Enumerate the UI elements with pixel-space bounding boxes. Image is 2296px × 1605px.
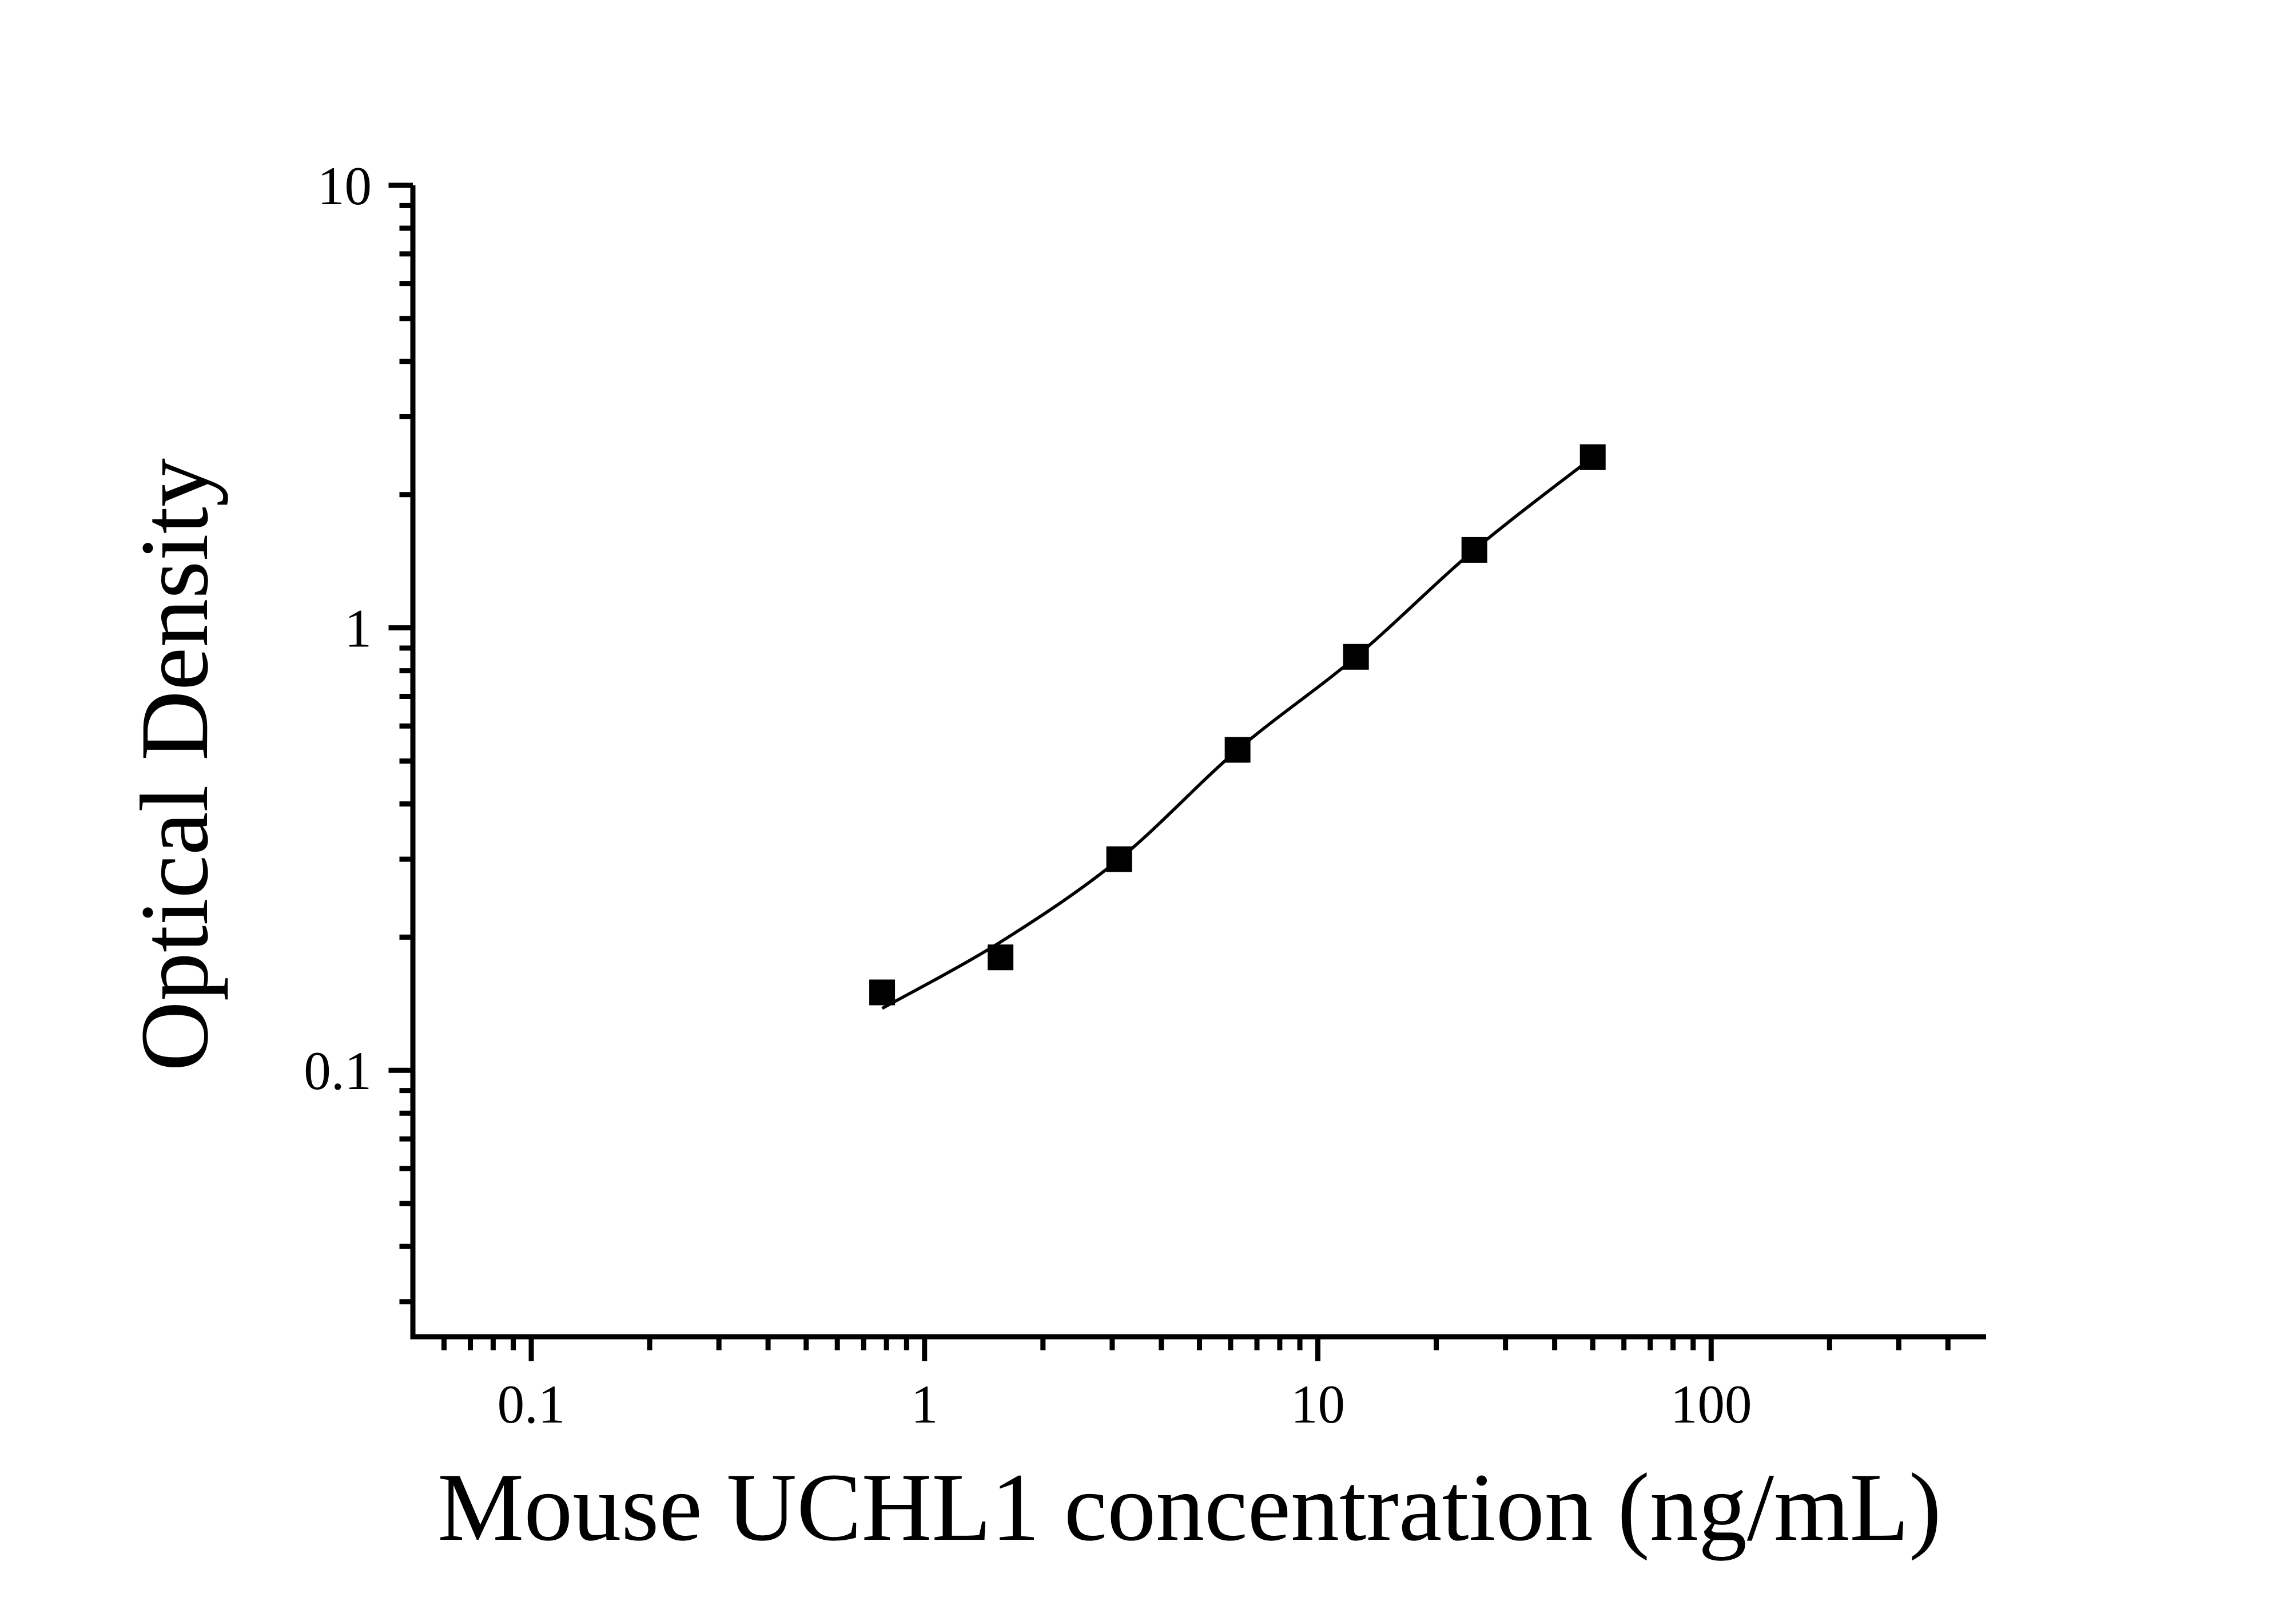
tick-layer <box>388 182 1951 1361</box>
data-point-marker <box>1106 846 1132 872</box>
data-point-marker <box>1579 444 1606 470</box>
axes-layer <box>410 185 1986 1340</box>
x-axis-title: Mouse UCHL1 concentration (ng/mL) <box>437 1453 1941 1561</box>
y-tick-label: 10 <box>317 156 372 216</box>
x-tick-label: 1 <box>911 1374 938 1435</box>
tick-label-layer: 0.1 1 10 100 10 1 0.1 <box>304 156 1752 1435</box>
x-tick-label: 0.1 <box>498 1374 566 1435</box>
data-point-marker <box>988 944 1014 971</box>
data-point-marker <box>1224 737 1251 763</box>
data-point-marker <box>1461 537 1487 563</box>
data-point-marker <box>869 979 896 1006</box>
x-tick-label: 100 <box>1670 1374 1752 1435</box>
data-point-marker <box>1343 643 1369 670</box>
y-axis-title: Optical Density <box>121 458 228 1071</box>
axis-frame <box>410 185 1986 1340</box>
y-tick-label: 0.1 <box>304 1040 372 1101</box>
x-tick-label: 10 <box>1291 1374 1345 1435</box>
y-tick-label: 1 <box>345 598 372 659</box>
data-points-group <box>869 444 1606 1006</box>
